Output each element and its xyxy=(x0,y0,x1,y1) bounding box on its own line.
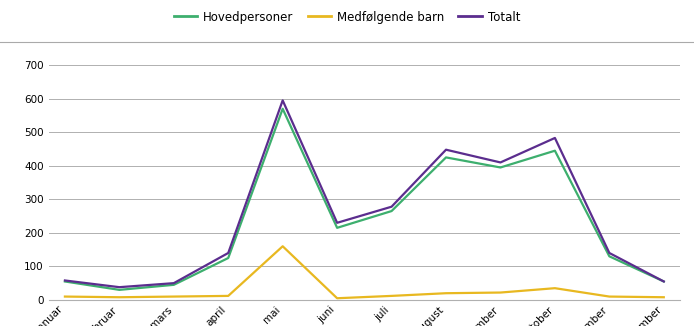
Hovedpersoner xyxy=(333,226,341,230)
Totalt xyxy=(605,251,613,255)
Line: Hovedpersoner: Hovedpersoner xyxy=(65,109,663,290)
Totalt xyxy=(61,278,69,282)
Medfølgende barn xyxy=(659,295,668,299)
Medfølgende barn xyxy=(496,290,505,294)
Hovedpersoner xyxy=(659,279,668,283)
Totalt xyxy=(442,148,450,152)
Medfølgende barn xyxy=(61,295,69,299)
Medfølgende barn xyxy=(442,291,450,295)
Hovedpersoner xyxy=(169,283,178,287)
Totalt xyxy=(387,205,396,209)
Totalt xyxy=(224,251,232,255)
Line: Totalt: Totalt xyxy=(65,100,663,287)
Medfølgende barn xyxy=(387,294,396,298)
Hovedpersoner xyxy=(496,166,505,170)
Line: Medfølgende barn: Medfølgende barn xyxy=(65,246,663,298)
Medfølgende barn xyxy=(551,286,559,290)
Totalt xyxy=(169,281,178,285)
Hovedpersoner xyxy=(61,279,69,283)
Medfølgende barn xyxy=(169,295,178,299)
Hovedpersoner xyxy=(387,209,396,213)
Totalt xyxy=(115,285,124,289)
Totalt xyxy=(496,160,505,164)
Hovedpersoner xyxy=(551,149,559,153)
Totalt xyxy=(551,136,559,140)
Medfølgende barn xyxy=(333,296,341,300)
Totalt xyxy=(659,279,668,283)
Hovedpersoner xyxy=(224,256,232,260)
Totalt xyxy=(333,221,341,225)
Medfølgende barn xyxy=(115,295,124,299)
Totalt xyxy=(278,98,287,102)
Medfølgende barn xyxy=(278,244,287,248)
Medfølgende barn xyxy=(605,295,613,299)
Hovedpersoner xyxy=(605,254,613,258)
Medfølgende barn xyxy=(224,294,232,298)
Hovedpersoner xyxy=(442,156,450,159)
Hovedpersoner xyxy=(115,288,124,292)
Hovedpersoner xyxy=(278,107,287,111)
Legend: Hovedpersoner, Medfølgende barn, Totalt: Hovedpersoner, Medfølgende barn, Totalt xyxy=(169,6,525,28)
